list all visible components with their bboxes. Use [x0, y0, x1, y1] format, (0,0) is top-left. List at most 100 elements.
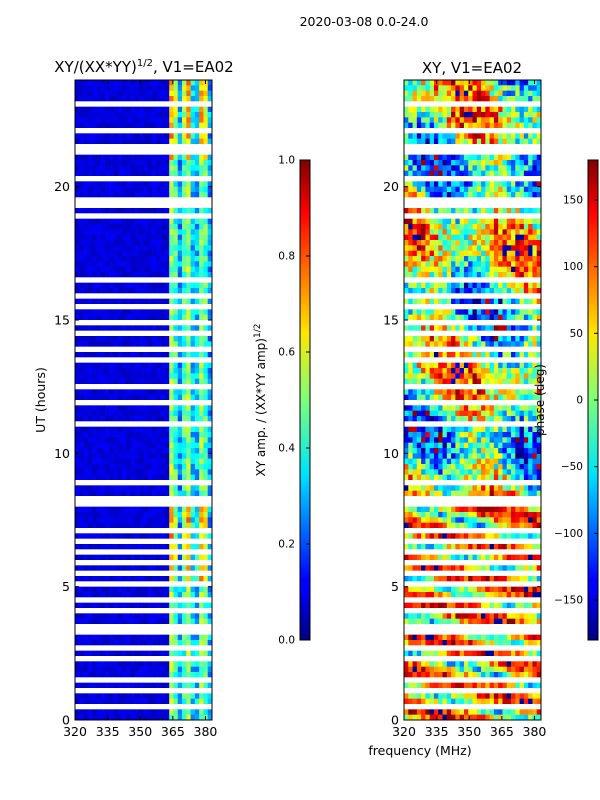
amplitude-cell: [147, 389, 153, 396]
amplitude-cell: [100, 405, 106, 412]
amplitude-cell: [199, 496, 204, 502]
phase-cell: [472, 218, 478, 225]
amplitude-cell: [190, 549, 196, 556]
amplitude-cell: [143, 613, 149, 620]
amplitude-cell: [156, 165, 162, 172]
phase-cell: [438, 224, 443, 230]
phase-cell: [416, 149, 422, 156]
phase-cell: [442, 208, 448, 214]
amplitude-cell: [122, 128, 127, 134]
amplitude-cell: [203, 245, 209, 252]
figure-suptitle: 2020-03-08 0.0-24.0: [300, 14, 429, 29]
amplitude-cell: [177, 314, 183, 321]
amplitude-cell: [156, 320, 162, 326]
phase-cell: [481, 256, 486, 262]
phase-cell: [429, 85, 435, 92]
amplitude-cell: [152, 688, 157, 694]
phase-cell: [442, 101, 448, 108]
amplitude-cell: [104, 240, 110, 246]
amplitude-cell: [169, 101, 174, 108]
amplitude-cell: [130, 389, 136, 396]
amplitude-cell: [169, 474, 174, 481]
amplitude-cell: [126, 656, 132, 662]
phase-cell: [404, 213, 409, 220]
phase-cell: [455, 160, 461, 166]
amplitude-ytick-label: 5: [62, 579, 70, 594]
amplitude-cell: [83, 576, 89, 582]
amplitude-cell: [83, 634, 89, 641]
amplitude-cell: [96, 533, 102, 540]
phase-cell: [502, 229, 508, 236]
amplitude-cell: [156, 368, 162, 374]
amplitude-cell: [199, 197, 204, 204]
amplitude-cell: [122, 282, 127, 289]
amplitude-cell: [182, 389, 187, 396]
phase-cell: [489, 186, 495, 193]
amplitude-cell: [139, 490, 144, 497]
amplitude-cell: [203, 640, 209, 646]
amplitude-cell: [173, 165, 179, 172]
phase-cell: [468, 160, 473, 166]
amplitude-cell: [122, 597, 127, 604]
amplitude-cell: [194, 394, 200, 401]
amplitude-cell: [100, 122, 106, 129]
amplitude-cell: [160, 672, 166, 678]
amplitude-cell: [207, 245, 213, 252]
amplitude-cell: [152, 90, 157, 97]
amplitude-cell: [160, 298, 166, 305]
amplitude-cell: [190, 608, 196, 614]
amplitude-cell: [113, 517, 119, 524]
amplitude-cell: [152, 672, 157, 678]
amplitude-cell: [139, 421, 144, 428]
phase-cell: [528, 154, 533, 161]
amplitude-cell: [109, 320, 114, 326]
amplitude-cell: [160, 512, 166, 518]
amplitude-cell: [173, 378, 179, 385]
phase-cell: [421, 181, 426, 188]
amplitude-cell: [190, 416, 196, 422]
amplitude-cell: [143, 405, 149, 412]
amplitude-cell: [109, 378, 114, 385]
amplitude-cell: [126, 613, 132, 620]
amplitude-cell: [139, 464, 144, 470]
amplitude-cell: [130, 570, 136, 577]
phase-cell: [425, 106, 431, 113]
amplitude-cell: [194, 272, 200, 278]
amplitude-cell: [152, 656, 157, 662]
phase-cell: [472, 160, 478, 166]
amplitude-cell: [83, 378, 89, 385]
amplitude-cell: [79, 677, 84, 684]
amplitude-cell: [169, 576, 174, 582]
amplitude-cell: [100, 229, 106, 236]
phase-cell: [506, 165, 512, 172]
amplitude-cell: [169, 394, 174, 401]
amplitude-cell: [75, 218, 80, 225]
amplitude-cell: [117, 96, 123, 102]
amplitude-cell: [113, 117, 119, 124]
amplitude-cell: [182, 405, 187, 412]
amplitude-cell: [190, 426, 196, 433]
amplitude-cell: [92, 202, 97, 209]
amplitude-cell: [190, 410, 196, 417]
amplitude-cell: [87, 362, 93, 369]
amplitude-cell: [182, 506, 187, 513]
amplitude-cell: [147, 666, 153, 673]
phase-cell: [429, 128, 435, 134]
amplitude-cell: [190, 352, 196, 358]
amplitude-cell: [173, 666, 179, 673]
amplitude-cell: [87, 560, 93, 566]
phase-cell: [416, 85, 422, 92]
amplitude-cell: [104, 90, 110, 97]
phase-cell: [485, 218, 491, 225]
amplitude-cell: [173, 544, 179, 550]
amplitude-cell: [203, 506, 209, 513]
amplitude-cell: [190, 309, 196, 316]
amplitude-cell: [199, 245, 204, 252]
phase-cell: [433, 96, 439, 102]
amplitude-cell: [177, 704, 183, 710]
amplitude-cell: [100, 474, 106, 481]
phase-cell: [523, 170, 529, 177]
amplitude-cell: [134, 117, 140, 124]
amplitude-cell: [143, 688, 149, 694]
phase-cell: [489, 101, 495, 108]
